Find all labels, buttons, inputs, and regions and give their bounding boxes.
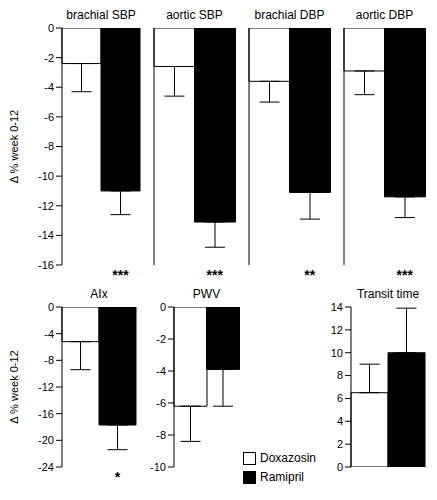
svg-text:Δ % week 0-12: Δ % week 0-12	[8, 110, 20, 183]
svg-text:10: 10	[331, 347, 343, 359]
svg-text:-8: -8	[44, 140, 54, 152]
svg-text:-10: -10	[38, 170, 54, 182]
svg-text:4: 4	[337, 415, 343, 427]
svg-text:-14: -14	[38, 229, 54, 241]
html-text:aortic DBP: aortic DBP	[355, 8, 414, 22]
svg-text:-20: -20	[38, 434, 54, 446]
svg-text:14: 14	[331, 301, 343, 313]
html-text:brachial SBP: brachial SBP	[66, 8, 136, 22]
svg-text:-4: -4	[44, 81, 54, 93]
svg-text:12: 12	[331, 324, 343, 336]
html-text:aortic SBP: aortic SBP	[166, 8, 223, 22]
svg-text:6: 6	[337, 392, 343, 404]
svg-text:-2: -2	[156, 333, 166, 345]
html-text:PWV: PWV	[192, 287, 221, 301]
html-text:Transit time: Transit time	[356, 287, 420, 301]
svg-text:-2: -2	[44, 52, 54, 64]
svg-text:0: 0	[160, 301, 166, 313]
svg-text:-6: -6	[156, 397, 166, 409]
svg-text:-16: -16	[38, 408, 54, 420]
svg-text:-4: -4	[44, 328, 54, 340]
svg-text:-8: -8	[156, 429, 166, 441]
svg-text:2: 2	[337, 438, 343, 450]
svg-text:0: 0	[337, 461, 343, 473]
svg-text:8: 8	[337, 369, 343, 381]
html-text:Ramipril: Ramipril	[260, 470, 304, 484]
svg-text:-8: -8	[44, 354, 54, 366]
svg-text:-16: -16	[38, 259, 54, 271]
html-text:AIx: AIx	[90, 287, 108, 301]
svg-text:0: 0	[48, 301, 54, 313]
html-text:Doxazosin: Doxazosin	[260, 451, 316, 465]
svg-text:-6: -6	[44, 111, 54, 123]
svg-text:-24: -24	[38, 461, 54, 473]
svg-text:-4: -4	[156, 365, 166, 377]
svg-text:-12: -12	[38, 381, 54, 393]
svg-text:-12: -12	[38, 200, 54, 212]
svg-text:-10: -10	[150, 461, 166, 473]
svg-text:0: 0	[48, 22, 54, 34]
html-text:brachial DBP: brachial DBP	[254, 8, 325, 22]
svg-text:Δ % week 0-12: Δ % week 0-12	[8, 350, 20, 423]
